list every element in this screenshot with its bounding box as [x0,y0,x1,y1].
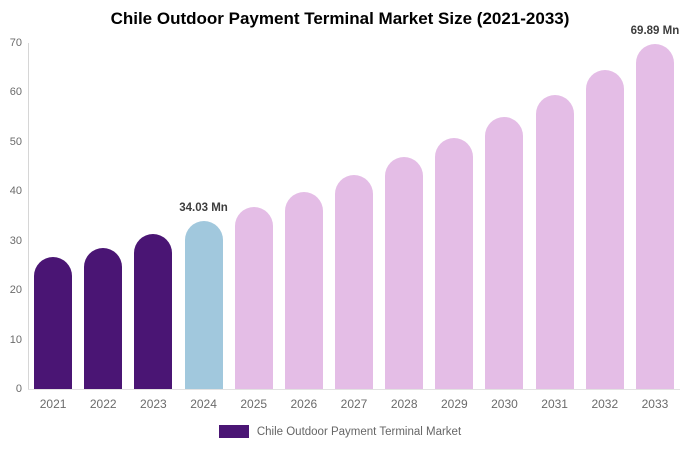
x-axis-label: 2032 [591,397,619,411]
bar-column: 2031 [530,43,580,411]
bar-column: 2032 [580,43,630,411]
bar-column: 2029 [429,43,479,411]
x-axis-label: 2033 [641,397,669,411]
y-axis-tick-label: 10 [9,333,22,346]
x-axis-label: 2026 [290,397,318,411]
chart-title: Chile Outdoor Payment Terminal Market Si… [110,9,570,28]
bar-column: 2026 [279,43,329,411]
bar-2029 [435,138,474,389]
bar-2023 [134,233,173,389]
bar-column: 2025 [229,43,279,411]
x-axis-label: 2031 [541,397,568,411]
bars-row: 2021 2022 2023 34.03 Mn 2024 2025 2026 2027 2028… [28,25,680,411]
x-axis-label: 2023 [140,397,167,411]
legend-swatch [218,425,249,438]
x-axis-label: 2024 [190,397,217,411]
bar-2021 [34,256,73,389]
y-axis-labels: 0 10 20 30 40 50 60 70 [0,37,22,395]
bar-column: 69.89 Mn 2033 [630,25,680,411]
legend: Chile Outdoor Payment Terminal Market [0,425,680,438]
bar-2026 [284,191,323,389]
bar-2028 [385,157,424,389]
y-axis-tick-label: 50 [9,135,22,148]
data-label-2033: 69.89 Mn [630,24,680,37]
bar-column: 2027 [329,43,379,411]
y-axis-tick-label: 0 [15,383,22,395]
x-axis-label: 2021 [39,397,67,411]
y-axis-tick-label: 70 [9,37,22,49]
legend-label: Chile Outdoor Payment Terminal Market [256,425,462,438]
y-axis-tick-label: 60 [9,86,22,99]
bar-column: 34.03 Mn 2024 [178,43,228,411]
bar-column: 2030 [479,43,529,411]
bar-2027 [335,175,374,389]
bar-2032 [585,70,624,389]
y-axis-line [28,43,29,390]
x-axis-label: 2029 [440,397,468,411]
bar-2025 [234,206,273,389]
x-axis-label: 2025 [240,397,268,411]
bar-2033 [635,43,674,389]
plot-area: 0 10 20 30 40 50 60 70 2021 2022 2023 34.03 Mn 2024… [0,25,680,411]
bar-2024 [184,220,223,389]
data-label-2024: 34.03 Mn [179,201,228,214]
x-axis-line [28,389,680,390]
bar-column: 2021 [28,43,78,411]
bar-column: 2023 [128,43,178,411]
bar-2022 [84,247,123,389]
x-axis-label: 2028 [390,397,418,411]
bar-2031 [535,94,574,389]
bar-2030 [485,117,524,389]
legend-item[interactable]: Chile Outdoor Payment Terminal Market [218,425,462,438]
y-axis-tick-label: 30 [9,234,22,247]
y-axis-tick-label: 40 [9,185,22,198]
x-axis-label: 2027 [340,397,368,411]
x-axis-label: 2030 [491,397,518,411]
y-axis-tick-label: 20 [9,284,22,297]
x-axis-label: 2022 [89,397,117,411]
bar-column: 2028 [379,43,429,411]
bar-column: 2022 [78,43,128,411]
